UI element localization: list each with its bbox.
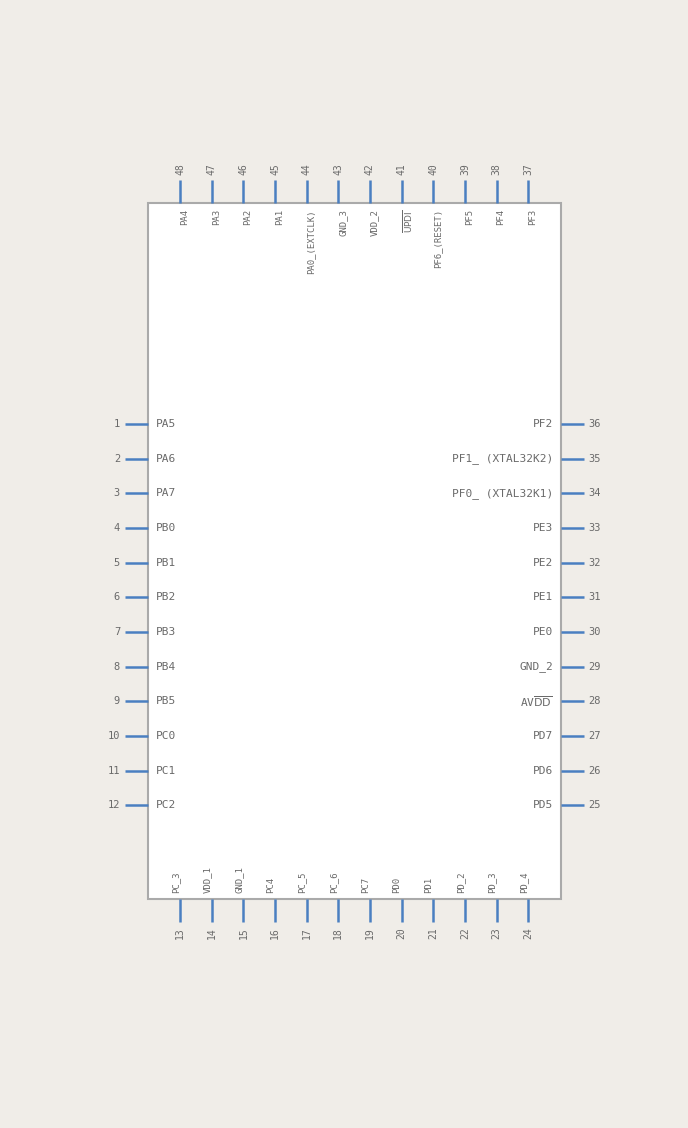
Bar bbox=[148, 203, 561, 899]
Text: 3: 3 bbox=[114, 488, 120, 499]
Text: 33: 33 bbox=[588, 523, 601, 534]
Text: PC0: PC0 bbox=[155, 731, 175, 741]
Text: 11: 11 bbox=[107, 766, 120, 776]
Text: 27: 27 bbox=[588, 731, 601, 741]
Text: 14: 14 bbox=[207, 927, 217, 938]
Text: 39: 39 bbox=[460, 164, 470, 175]
Text: GND_2: GND_2 bbox=[519, 661, 552, 672]
Text: 22: 22 bbox=[460, 927, 470, 938]
Text: 2: 2 bbox=[114, 453, 120, 464]
Text: 29: 29 bbox=[588, 662, 601, 671]
Text: AV$\overline{\mathrm{DD}}$: AV$\overline{\mathrm{DD}}$ bbox=[520, 694, 552, 708]
Text: 38: 38 bbox=[491, 164, 502, 175]
Text: PA0_(EXTCLK): PA0_(EXTCLK) bbox=[307, 210, 316, 274]
Text: PB0: PB0 bbox=[155, 523, 175, 534]
Text: 23: 23 bbox=[491, 927, 502, 938]
Text: 35: 35 bbox=[588, 453, 601, 464]
Text: 48: 48 bbox=[175, 164, 185, 175]
Text: PA1: PA1 bbox=[275, 210, 284, 226]
Text: PF3: PF3 bbox=[528, 210, 537, 226]
Text: PD0: PD0 bbox=[393, 876, 402, 893]
Text: 18: 18 bbox=[333, 927, 343, 938]
Text: 25: 25 bbox=[588, 800, 601, 810]
Text: 26: 26 bbox=[588, 766, 601, 776]
Text: 31: 31 bbox=[588, 592, 601, 602]
Text: PB4: PB4 bbox=[155, 662, 175, 671]
Text: PC2: PC2 bbox=[155, 800, 175, 810]
Text: PD7: PD7 bbox=[533, 731, 552, 741]
Text: 17: 17 bbox=[301, 927, 312, 938]
Text: VDD_1: VDD_1 bbox=[203, 866, 212, 893]
Text: PB3: PB3 bbox=[155, 627, 175, 637]
Text: 1: 1 bbox=[114, 420, 120, 429]
Text: 40: 40 bbox=[428, 164, 438, 175]
Text: PC7: PC7 bbox=[361, 876, 370, 893]
Text: 30: 30 bbox=[588, 627, 601, 637]
Text: PF0_ (XTAL32K1): PF0_ (XTAL32K1) bbox=[451, 488, 552, 499]
Text: 7: 7 bbox=[114, 627, 120, 637]
Text: PF4: PF4 bbox=[497, 210, 506, 226]
Text: 46: 46 bbox=[239, 164, 248, 175]
Text: 5: 5 bbox=[114, 557, 120, 567]
Text: 20: 20 bbox=[396, 927, 407, 938]
Text: PA4: PA4 bbox=[180, 210, 189, 226]
Text: 44: 44 bbox=[301, 164, 312, 175]
Text: 37: 37 bbox=[523, 164, 533, 175]
Text: PD5: PD5 bbox=[533, 800, 552, 810]
Text: PF6_(RESET): PF6_(RESET) bbox=[433, 210, 442, 268]
Text: 10: 10 bbox=[107, 731, 120, 741]
Text: PD_3: PD_3 bbox=[488, 872, 497, 893]
Text: 6: 6 bbox=[114, 592, 120, 602]
Text: PB5: PB5 bbox=[155, 696, 175, 706]
Text: PA6: PA6 bbox=[155, 453, 175, 464]
Text: PF5: PF5 bbox=[465, 210, 474, 226]
Text: 47: 47 bbox=[207, 164, 217, 175]
Text: 28: 28 bbox=[588, 696, 601, 706]
Text: GND_3: GND_3 bbox=[338, 210, 347, 236]
Text: PC1: PC1 bbox=[155, 766, 175, 776]
Text: PC4: PC4 bbox=[266, 876, 275, 893]
Text: PD1: PD1 bbox=[424, 876, 433, 893]
Text: PC_6: PC_6 bbox=[330, 872, 338, 893]
Text: 15: 15 bbox=[239, 927, 248, 938]
Text: 36: 36 bbox=[588, 420, 601, 429]
Text: PB1: PB1 bbox=[155, 557, 175, 567]
Text: PF6_(RESET): PF6_(RESET) bbox=[433, 210, 442, 268]
Text: PE1: PE1 bbox=[533, 592, 552, 602]
Text: PC_3: PC_3 bbox=[171, 872, 180, 893]
Text: 24: 24 bbox=[523, 927, 533, 938]
Text: VDD_2: VDD_2 bbox=[370, 210, 379, 236]
Text: UPDI: UPDI bbox=[402, 210, 411, 231]
Text: PA7: PA7 bbox=[155, 488, 175, 499]
Text: 16: 16 bbox=[270, 927, 280, 938]
Text: PD_4: PD_4 bbox=[519, 872, 528, 893]
Text: PC_5: PC_5 bbox=[298, 872, 307, 893]
Text: PE3: PE3 bbox=[533, 523, 552, 534]
Text: PA2: PA2 bbox=[244, 210, 252, 226]
Text: PE0: PE0 bbox=[533, 627, 552, 637]
Text: PD_2: PD_2 bbox=[456, 872, 465, 893]
Text: GND_1: GND_1 bbox=[235, 866, 244, 893]
Text: 8: 8 bbox=[114, 662, 120, 671]
Text: 43: 43 bbox=[333, 164, 343, 175]
Text: 42: 42 bbox=[365, 164, 375, 175]
Text: 9: 9 bbox=[114, 696, 120, 706]
Text: PA3: PA3 bbox=[212, 210, 221, 226]
Text: 4: 4 bbox=[114, 523, 120, 534]
Text: PA5: PA5 bbox=[155, 420, 175, 429]
Text: PD6: PD6 bbox=[533, 766, 552, 776]
Text: 45: 45 bbox=[270, 164, 280, 175]
Text: 19: 19 bbox=[365, 927, 375, 938]
Text: PF1_ (XTAL32K2): PF1_ (XTAL32K2) bbox=[451, 453, 552, 465]
Text: PE2: PE2 bbox=[533, 557, 552, 567]
Text: PB2: PB2 bbox=[155, 592, 175, 602]
Text: 41: 41 bbox=[396, 164, 407, 175]
Text: 32: 32 bbox=[588, 557, 601, 567]
Text: 12: 12 bbox=[107, 800, 120, 810]
Text: 21: 21 bbox=[428, 927, 438, 938]
Text: 13: 13 bbox=[175, 927, 185, 938]
Text: 34: 34 bbox=[588, 488, 601, 499]
Text: PF2: PF2 bbox=[533, 420, 552, 429]
Text: $\overline{\mathrm{UPDI}}$: $\overline{\mathrm{UPDI}}$ bbox=[402, 210, 416, 232]
